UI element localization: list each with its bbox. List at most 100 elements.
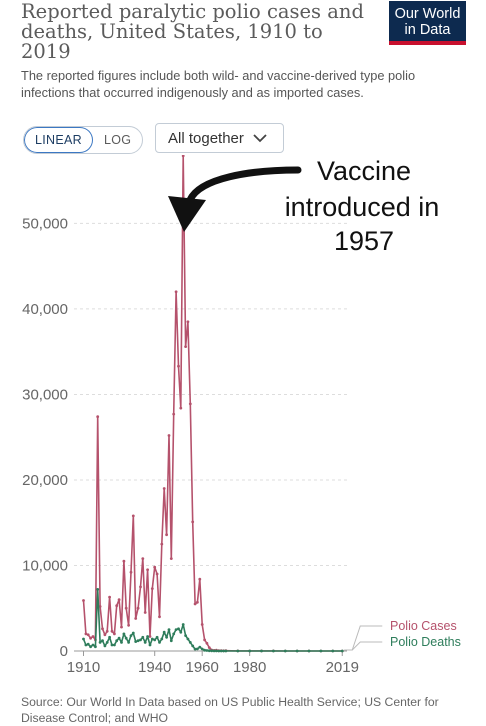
data-point [203, 638, 207, 642]
y-tick-label: 0 [60, 643, 68, 660]
legend-label: Polio Deaths [390, 635, 461, 649]
data-point [84, 632, 88, 636]
data-point [191, 520, 195, 524]
annotation-line-3: 1957 [334, 226, 394, 256]
owid-logo[interactable]: Our World in Data [389, 1, 466, 45]
data-point [162, 630, 166, 634]
data-point [340, 649, 344, 653]
data-point [86, 633, 90, 637]
data-point [89, 645, 92, 649]
source-note: Source: Our World In Data based on US Pu… [21, 695, 439, 725]
data-point [319, 649, 323, 653]
facet-dropdown[interactable]: All together [155, 123, 284, 153]
data-point [167, 628, 171, 631]
annotation-line-1: Vaccine [317, 156, 411, 186]
data-point [131, 514, 135, 518]
data-point [207, 646, 211, 649]
data-point [172, 412, 176, 416]
data-point [217, 649, 221, 653]
data-point [177, 364, 180, 368]
y-tick-label: 30,000 [22, 386, 68, 403]
x-tick-label: 1960 [186, 659, 219, 676]
data-point [89, 636, 92, 640]
data-point [98, 605, 102, 608]
data-point [136, 606, 140, 610]
data-point [101, 639, 104, 643]
data-point [110, 643, 114, 647]
data-point [108, 595, 111, 599]
data-point [155, 635, 159, 639]
data-point [203, 648, 207, 652]
y-axis-ticks: 0 10,000 20,000 30,000 40,000 50,000 [22, 215, 68, 660]
data-point [307, 649, 311, 653]
data-point [160, 637, 164, 641]
chevron-down-icon [253, 130, 267, 147]
data-point [179, 630, 183, 634]
data-point [248, 649, 252, 653]
data-point [167, 434, 171, 437]
annotation-arrow [186, 166, 302, 204]
data-point [210, 649, 214, 653]
data-point [260, 649, 263, 653]
data-point [122, 632, 126, 636]
data-point [191, 644, 195, 648]
chart-area: 0 10,000 20,000 30,000 40,000 50,000 1910 1940… [22, 155, 461, 676]
data-point [117, 636, 121, 640]
data-point [134, 640, 138, 643]
data-point [105, 641, 109, 644]
data-point [181, 155, 185, 158]
data-point [153, 565, 157, 569]
data-point [113, 643, 116, 647]
log-button[interactable]: LOG [103, 133, 132, 147]
legend: Polio Cases Polio Deaths [344, 619, 461, 651]
data-point [115, 604, 119, 608]
data-point [148, 635, 152, 638]
data-point [174, 628, 178, 631]
y-tick-label: 40,000 [22, 301, 68, 318]
data-point [103, 633, 107, 637]
chart-subtitle: The reported figures include both wild- … [21, 68, 416, 100]
data-point [162, 487, 166, 490]
data-point [136, 639, 140, 643]
data-point [193, 602, 197, 606]
data-point [174, 290, 178, 294]
data-point [331, 649, 335, 653]
data-point [150, 587, 154, 590]
data-point [146, 635, 150, 638]
linear-button[interactable]: LINEAR [24, 127, 93, 153]
data-point [108, 635, 111, 639]
gridlines [74, 222, 347, 652]
data-point [141, 557, 145, 560]
data-point [127, 623, 130, 627]
data-point [141, 635, 145, 639]
data-point [200, 647, 204, 651]
data-point [188, 402, 192, 406]
y-tick-label: 50,000 [22, 215, 68, 232]
chart-title: Reported paralytic polio cases and death… [21, 0, 364, 63]
data-point [84, 643, 88, 647]
logo-line-2: in Data [404, 22, 451, 38]
data-point [205, 641, 209, 645]
legend-connector [344, 625, 383, 651]
data-point [155, 572, 159, 576]
data-point [153, 638, 157, 642]
data-point [295, 649, 299, 653]
data-point [101, 627, 104, 631]
data-point [283, 649, 287, 653]
data-point [129, 634, 133, 637]
data-point [96, 415, 100, 419]
data-point [139, 585, 142, 589]
x-tick-label: 1910 [67, 659, 100, 676]
data-point [212, 649, 216, 653]
scale-toggle[interactable]: LINEAR LOG [23, 126, 144, 154]
data-point [236, 649, 240, 653]
data-point [186, 320, 190, 324]
arrow-head-icon [168, 196, 206, 232]
data-point [169, 639, 173, 643]
data-point [200, 623, 204, 626]
data-point [186, 637, 190, 641]
data-point [124, 636, 128, 640]
data-point [177, 627, 180, 631]
data-point [165, 533, 169, 537]
legend-label: Polio Cases [390, 619, 457, 633]
